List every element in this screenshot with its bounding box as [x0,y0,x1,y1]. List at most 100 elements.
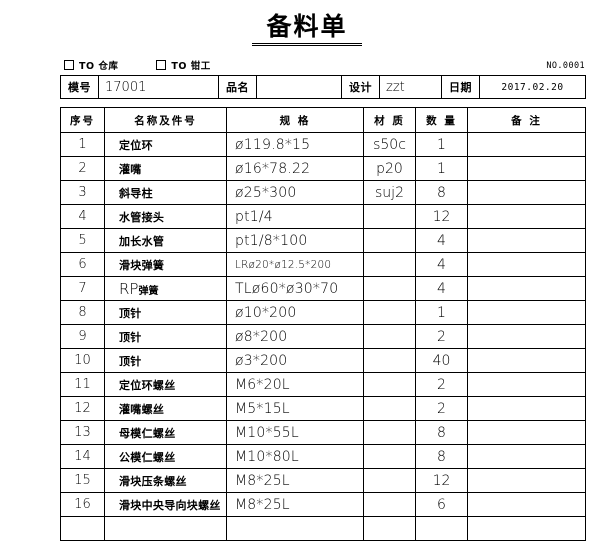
cell-index[interactable]: 6 [60,252,105,277]
cell-name[interactable]: 顶针 [104,348,227,373]
cell-quantity[interactable]: 4 [415,276,468,301]
table-row[interactable]: 14 公模仁螺丝 M10*80L 8 [60,444,586,469]
cell-index[interactable]: 3 [60,180,105,205]
cell-spec[interactable]: ø8*200 [226,324,364,349]
cell-remark[interactable] [467,180,586,205]
cell-spec[interactable]: pt1/8*100 [226,228,364,253]
table-row[interactable]: 12 灌嘴螺丝 M5*15L 2 [60,396,586,421]
cell-remark[interactable] [467,276,586,301]
cell-index[interactable]: 5 [60,228,105,253]
table-row[interactable]: 8 顶针 ø10*200 1 [60,300,586,325]
cell-quantity[interactable]: 8 [415,420,468,445]
cell-spec[interactable]: M5*15L [226,396,364,421]
cell-index[interactable]: 7 [60,276,105,301]
cell-remark[interactable] [467,156,586,181]
cell-material[interactable]: s50c [363,132,416,157]
cell-material[interactable]: suj2 [363,180,416,205]
cell-material[interactable] [363,300,416,325]
cell-name[interactable]: 公模仁螺丝 [104,444,227,469]
cell-name[interactable]: 加长水管 [104,228,227,253]
cell-name[interactable]: 定位环 [104,132,227,157]
cell-quantity[interactable] [415,516,468,541]
cell-remark[interactable] [467,204,586,229]
table-row[interactable] [60,516,586,541]
table-row[interactable]: 1 定位环 ø119.8*15 s50c 1 [60,132,586,157]
cell-quantity[interactable]: 1 [415,132,468,157]
table-row[interactable]: 11 定位环螺丝 M6*20L 2 [60,372,586,397]
cell-quantity[interactable]: 6 [415,492,468,517]
cell-spec[interactable]: M10*55L [226,420,364,445]
product-value[interactable] [256,75,342,99]
cell-spec[interactable] [226,516,364,541]
cell-remark[interactable] [467,300,586,325]
cell-spec[interactable]: M6*20L [226,372,364,397]
cell-remark[interactable] [467,396,586,421]
cell-name[interactable]: 顶针 [104,300,227,325]
cell-quantity[interactable]: 2 [415,372,468,397]
cell-index[interactable]: 8 [60,300,105,325]
cell-remark[interactable] [467,252,586,277]
cell-quantity[interactable]: 12 [415,468,468,493]
cell-spec[interactable]: pt1/4 [226,204,364,229]
cell-spec[interactable]: M10*80L [226,444,364,469]
cell-spec[interactable]: M8*25L [226,468,364,493]
cell-material[interactable]: p20 [363,156,416,181]
checkbox-item-to-warehouse[interactable]: TO 仓库 [64,58,118,72]
cell-remark[interactable] [467,228,586,253]
cell-index[interactable] [60,516,105,541]
cell-remark[interactable] [467,420,586,445]
cell-name[interactable]: 滑块中央导向块螺丝 [104,492,227,517]
cell-spec[interactable]: ø25*300 [226,180,364,205]
cell-quantity[interactable]: 2 [415,396,468,421]
cell-spec[interactable]: ø16*78.22 [226,156,364,181]
cell-remark[interactable] [467,492,586,517]
table-row[interactable]: 16 滑块中央导向块螺丝 M8*25L 6 [60,492,586,517]
checkbox-icon[interactable] [156,60,167,70]
cell-quantity[interactable]: 12 [415,204,468,229]
cell-material[interactable] [363,372,416,397]
cell-spec[interactable]: ø119.8*15 [226,132,364,157]
cell-name[interactable]: RP弹簧 [104,276,227,301]
cell-remark[interactable] [467,444,586,469]
cell-index[interactable]: 11 [60,372,105,397]
cell-remark[interactable] [467,516,586,541]
cell-material[interactable] [363,204,416,229]
cell-name[interactable]: 斜导柱 [104,180,227,205]
cell-remark[interactable] [467,348,586,373]
cell-material[interactable] [363,420,416,445]
cell-quantity[interactable]: 4 [415,228,468,253]
cell-name[interactable]: 滑块弹簧 [104,252,227,277]
table-row[interactable]: 13 母模仁螺丝 M10*55L 8 [60,420,586,445]
cell-spec[interactable]: ø10*200 [226,300,364,325]
cell-material[interactable] [363,444,416,469]
cell-index[interactable]: 2 [60,156,105,181]
table-row[interactable]: 4 水管接头 pt1/4 12 [60,204,586,229]
cell-quantity[interactable]: 1 [415,300,468,325]
cell-name[interactable]: 母模仁螺丝 [104,420,227,445]
table-row[interactable]: 2 灌嘴 ø16*78.22 p20 1 [60,156,586,181]
cell-quantity[interactable]: 8 [415,180,468,205]
cell-spec[interactable]: TLø60*ø30*70 [226,276,364,301]
table-row[interactable]: 5 加长水管 pt1/8*100 4 [60,228,586,253]
table-row[interactable]: 7 RP弹簧 TLø60*ø30*70 4 [60,276,586,301]
cell-index[interactable]: 9 [60,324,105,349]
cell-material[interactable] [363,516,416,541]
cell-material[interactable] [363,492,416,517]
table-row[interactable]: 9 顶针 ø8*200 2 [60,324,586,349]
cell-name[interactable]: 灌嘴螺丝 [104,396,227,421]
cell-quantity[interactable]: 40 [415,348,468,373]
cell-index[interactable]: 15 [60,468,105,493]
cell-material[interactable] [363,324,416,349]
designer-value[interactable]: zzt [379,75,442,99]
cell-spec[interactable]: ø3*200 [226,348,364,373]
cell-quantity[interactable]: 1 [415,156,468,181]
cell-index[interactable]: 12 [60,396,105,421]
cell-index[interactable]: 14 [60,444,105,469]
cell-name[interactable]: 灌嘴 [104,156,227,181]
cell-material[interactable] [363,276,416,301]
cell-name[interactable]: 水管接头 [104,204,227,229]
cell-remark[interactable] [467,132,586,157]
cell-index[interactable]: 13 [60,420,105,445]
cell-index[interactable]: 1 [60,132,105,157]
table-row[interactable]: 3 斜导柱 ø25*300 suj2 8 [60,180,586,205]
